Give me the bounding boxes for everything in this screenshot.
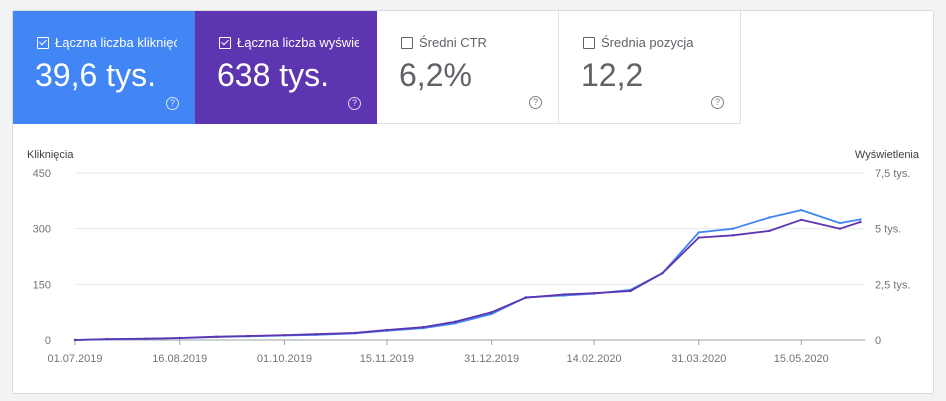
series-lines (73, 208, 862, 342)
performance-chart: Kliknięcia Wyświetlenia 0 150 300 450 0 2,5 … (27, 149, 920, 365)
data-point (385, 328, 389, 332)
data-point (178, 336, 181, 340)
data-point (629, 289, 632, 293)
data-point (592, 292, 596, 295)
checkbox-icon[interactable] (219, 36, 231, 49)
data-point (768, 216, 771, 219)
metric-label: Łączna liczba wyświetleń (237, 35, 359, 50)
y-right-tick-label: 7,5 tys. (875, 168, 910, 180)
grid-lines (75, 172, 865, 341)
data-point (144, 337, 147, 340)
data-point (838, 227, 842, 230)
data-point (697, 231, 700, 234)
checkbox-icon[interactable] (583, 36, 595, 49)
x-tick-label: 01.07.2019 (47, 353, 102, 365)
data-point (524, 296, 527, 299)
help-icon[interactable]: ? (166, 97, 179, 110)
data-point (105, 337, 109, 341)
help-icon[interactable]: ? (711, 96, 724, 109)
help-icon[interactable]: ? (348, 97, 361, 110)
help-icon[interactable]: ? (529, 96, 542, 109)
data-point (697, 236, 700, 239)
metric-value: 12,2 (581, 57, 644, 93)
y-left-tick-label: 450 (33, 168, 51, 180)
y-left-axis-label: Kliknięcia (27, 149, 74, 161)
data-point (768, 229, 771, 233)
checkbox-icon[interactable] (401, 36, 413, 49)
checkbox-icon[interactable] (37, 36, 49, 49)
metric-value: 638 tys. (217, 57, 330, 93)
x-tick-label: 01.10.2019 (257, 353, 312, 365)
data-point (859, 218, 862, 221)
data-point (800, 218, 803, 221)
y-left-tick-label: 150 (33, 279, 51, 291)
series-line (74, 218, 861, 341)
metric-value: 39,6 tys. (35, 57, 156, 93)
data-point (454, 320, 457, 323)
metric-impressions[interactable]: Łączna liczba wyświetleń 638 tys. ? (195, 11, 377, 124)
data-point (315, 333, 318, 336)
x-tick-label: 15.11.2019 (360, 353, 414, 365)
x-tick-label: 14.02.2020 (567, 353, 622, 365)
metrics-bar: Łączna liczba kliknięć 39,6 tys. ? Łączn… (13, 11, 933, 124)
data-point (731, 227, 735, 230)
data-point (353, 331, 357, 335)
data-point (73, 338, 77, 342)
metric-value: 6,2% (399, 57, 472, 93)
data-point (859, 220, 862, 224)
y-left-tick-label: 300 (33, 224, 51, 236)
y-left-tick-label: 0 (45, 335, 51, 347)
series-line (74, 209, 861, 341)
data-point (490, 312, 493, 316)
data-point (283, 333, 286, 337)
y-right-axis-label: Wyświetlenia (855, 149, 920, 161)
chart-area: Kliknięcia Wyświetlenia 0 150 300 450 0 2,5 … (13, 124, 933, 393)
data-point (838, 221, 842, 225)
x-tick-label: 31.12.2019 (464, 353, 519, 365)
y-right-tick-label: 5 tys. (875, 224, 901, 236)
x-ticks: 01.07.2019 16.08.2019 01.10.2019 15.11.2019… (47, 340, 829, 365)
y-left-ticks: 0 150 300 450 (33, 168, 51, 347)
performance-card: Łączna liczba kliknięć 39,6 tys. ? Łączn… (12, 10, 934, 394)
data-point (422, 325, 425, 329)
metric-label: Średnia pozycja (601, 35, 694, 50)
x-tick-label: 15.05.2020 (774, 353, 829, 365)
metric-position[interactable]: Średnia pozycja 12,2 ? (559, 11, 741, 124)
x-tick-label: 31.03.2020 (671, 353, 726, 365)
data-point (490, 311, 493, 314)
x-tick-label: 16.08.2019 (152, 353, 207, 365)
metric-label: Średni CTR (419, 35, 487, 50)
data-point (215, 335, 218, 338)
metric-label: Łączna liczba kliknięć (55, 35, 177, 50)
data-point (800, 208, 803, 212)
metric-ctr[interactable]: Średni CTR 6,2% ? (377, 11, 559, 124)
data-point (563, 293, 566, 296)
data-point (661, 272, 664, 275)
y-right-tick-label: 2,5 tys. (875, 279, 910, 291)
y-right-ticks: 0 2,5 tys. 5 tys. 7,5 tys. (875, 168, 910, 347)
y-right-tick-label: 0 (875, 335, 881, 347)
metric-clicks[interactable]: Łączna liczba kliknięć 39,6 tys. ? (13, 11, 195, 124)
data-point (731, 234, 735, 237)
data-point (246, 334, 250, 338)
